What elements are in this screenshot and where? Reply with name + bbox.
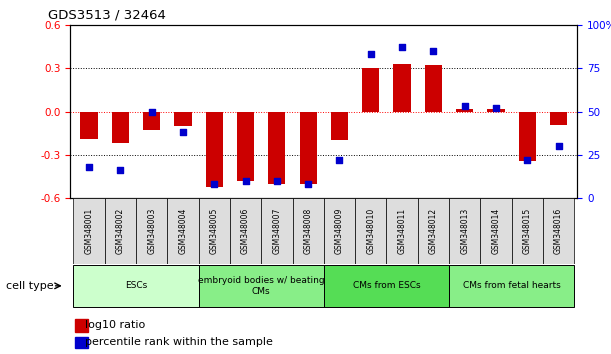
Point bbox=[272, 178, 282, 184]
Bar bbox=[393, 64, 411, 112]
Bar bbox=[425, 65, 442, 112]
Bar bbox=[237, 112, 254, 181]
Text: GSM348007: GSM348007 bbox=[273, 208, 282, 254]
Point bbox=[460, 103, 470, 109]
Point bbox=[84, 164, 94, 170]
FancyBboxPatch shape bbox=[324, 265, 449, 307]
Text: GSM348016: GSM348016 bbox=[554, 208, 563, 254]
FancyBboxPatch shape bbox=[262, 198, 293, 264]
Bar bbox=[456, 109, 474, 112]
Bar bbox=[299, 112, 316, 184]
FancyBboxPatch shape bbox=[449, 265, 574, 307]
Point bbox=[115, 168, 125, 173]
Point bbox=[491, 105, 501, 111]
Bar bbox=[331, 112, 348, 141]
Text: GSM348001: GSM348001 bbox=[84, 208, 93, 254]
Point bbox=[554, 143, 563, 149]
FancyBboxPatch shape bbox=[511, 198, 543, 264]
FancyBboxPatch shape bbox=[324, 198, 355, 264]
Text: GSM348008: GSM348008 bbox=[304, 208, 313, 254]
Text: GSM348011: GSM348011 bbox=[398, 208, 406, 254]
Text: GSM348013: GSM348013 bbox=[460, 208, 469, 254]
FancyBboxPatch shape bbox=[418, 198, 449, 264]
Bar bbox=[206, 112, 223, 187]
Bar bbox=[174, 112, 192, 126]
Text: GSM348005: GSM348005 bbox=[210, 208, 219, 254]
FancyBboxPatch shape bbox=[73, 265, 199, 307]
Text: ESCs: ESCs bbox=[125, 281, 147, 290]
Bar bbox=[143, 112, 160, 130]
FancyBboxPatch shape bbox=[230, 198, 262, 264]
Text: CMs from fetal hearts: CMs from fetal hearts bbox=[463, 281, 560, 290]
FancyBboxPatch shape bbox=[386, 198, 418, 264]
Text: GSM348004: GSM348004 bbox=[178, 208, 188, 254]
Point bbox=[303, 182, 313, 187]
Bar bbox=[75, 337, 87, 348]
Bar bbox=[550, 112, 567, 125]
Point bbox=[147, 109, 156, 114]
Text: CMs from ESCs: CMs from ESCs bbox=[353, 281, 420, 290]
Point bbox=[241, 178, 251, 184]
Text: GSM348002: GSM348002 bbox=[116, 208, 125, 254]
Text: GSM348012: GSM348012 bbox=[429, 208, 438, 254]
FancyBboxPatch shape bbox=[355, 198, 386, 264]
Text: log10 ratio: log10 ratio bbox=[86, 320, 146, 330]
Text: GSM348015: GSM348015 bbox=[523, 208, 532, 254]
Text: cell type: cell type bbox=[6, 281, 54, 291]
FancyBboxPatch shape bbox=[449, 198, 480, 264]
Point bbox=[335, 157, 345, 163]
Point bbox=[210, 182, 219, 187]
FancyBboxPatch shape bbox=[480, 198, 511, 264]
Text: GSM348009: GSM348009 bbox=[335, 208, 344, 254]
Point bbox=[178, 130, 188, 135]
FancyBboxPatch shape bbox=[167, 198, 199, 264]
Text: GSM348003: GSM348003 bbox=[147, 208, 156, 254]
Text: GSM348006: GSM348006 bbox=[241, 208, 250, 254]
Bar bbox=[75, 319, 87, 332]
Text: GSM348014: GSM348014 bbox=[491, 208, 500, 254]
FancyBboxPatch shape bbox=[199, 265, 324, 307]
Bar bbox=[519, 112, 536, 161]
Point bbox=[522, 157, 532, 163]
Text: percentile rank within the sample: percentile rank within the sample bbox=[86, 337, 273, 347]
Text: embryoid bodies w/ beating
CMs: embryoid bodies w/ beating CMs bbox=[198, 276, 324, 296]
Bar bbox=[488, 109, 505, 112]
FancyBboxPatch shape bbox=[73, 198, 104, 264]
Text: GDS3513 / 32464: GDS3513 / 32464 bbox=[48, 8, 166, 21]
FancyBboxPatch shape bbox=[104, 198, 136, 264]
Point bbox=[397, 45, 407, 50]
FancyBboxPatch shape bbox=[136, 198, 167, 264]
Point bbox=[428, 48, 438, 53]
Bar bbox=[362, 68, 379, 112]
FancyBboxPatch shape bbox=[543, 198, 574, 264]
Bar bbox=[81, 112, 98, 139]
Text: GSM348010: GSM348010 bbox=[366, 208, 375, 254]
Bar bbox=[268, 112, 285, 184]
Point bbox=[366, 51, 376, 57]
Bar bbox=[112, 112, 129, 143]
FancyBboxPatch shape bbox=[199, 198, 230, 264]
FancyBboxPatch shape bbox=[293, 198, 324, 264]
